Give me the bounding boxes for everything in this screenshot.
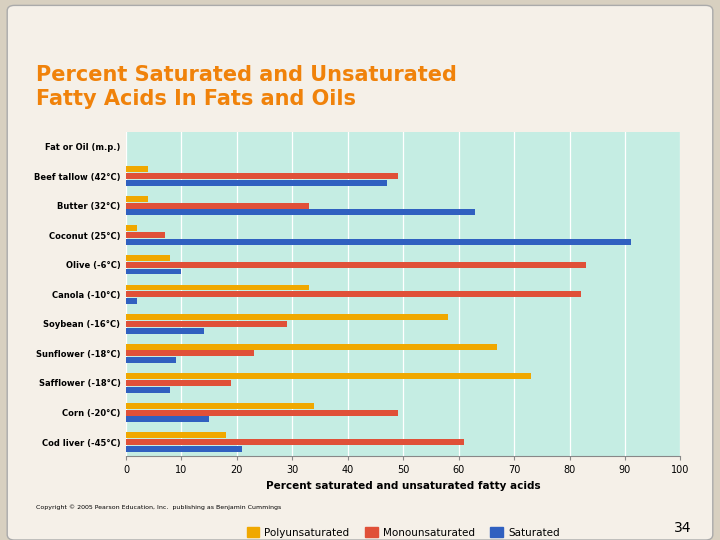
Bar — [126, 328, 204, 334]
Bar — [126, 403, 315, 409]
Bar — [126, 196, 148, 202]
Bar — [126, 285, 309, 291]
Bar — [126, 314, 448, 320]
Bar — [126, 232, 165, 238]
Legend: Polyunsaturated, Monounsaturated, Saturated: Polyunsaturated, Monounsaturated, Satura… — [243, 523, 564, 540]
Bar — [126, 180, 387, 186]
Bar — [126, 262, 586, 268]
Bar — [126, 298, 137, 304]
Bar — [126, 255, 171, 261]
Bar — [126, 350, 253, 356]
Bar — [126, 166, 148, 172]
Bar — [126, 239, 631, 245]
Bar — [126, 173, 397, 179]
Bar — [126, 446, 243, 452]
Bar — [126, 357, 176, 363]
Bar — [126, 343, 498, 349]
Bar — [126, 268, 181, 274]
Text: 34: 34 — [674, 521, 691, 535]
Bar — [126, 202, 309, 208]
Bar — [126, 321, 287, 327]
Bar — [126, 433, 226, 438]
Bar — [126, 210, 475, 215]
Bar — [126, 410, 397, 415]
Bar — [126, 373, 531, 379]
Bar — [126, 387, 171, 393]
Bar — [126, 225, 137, 231]
Text: Percent Saturated and Unsaturated
Fatty Acids In Fats and Oils: Percent Saturated and Unsaturated Fatty … — [36, 65, 457, 109]
Bar — [126, 439, 464, 445]
X-axis label: Percent saturated and unsaturated fatty acids: Percent saturated and unsaturated fatty … — [266, 481, 541, 491]
Bar — [126, 416, 210, 422]
Bar — [126, 292, 580, 297]
Bar — [126, 380, 231, 386]
Text: Copyright © 2005 Pearson Education, Inc.  publishing as Benjamin Cummings: Copyright © 2005 Pearson Education, Inc.… — [36, 505, 282, 510]
